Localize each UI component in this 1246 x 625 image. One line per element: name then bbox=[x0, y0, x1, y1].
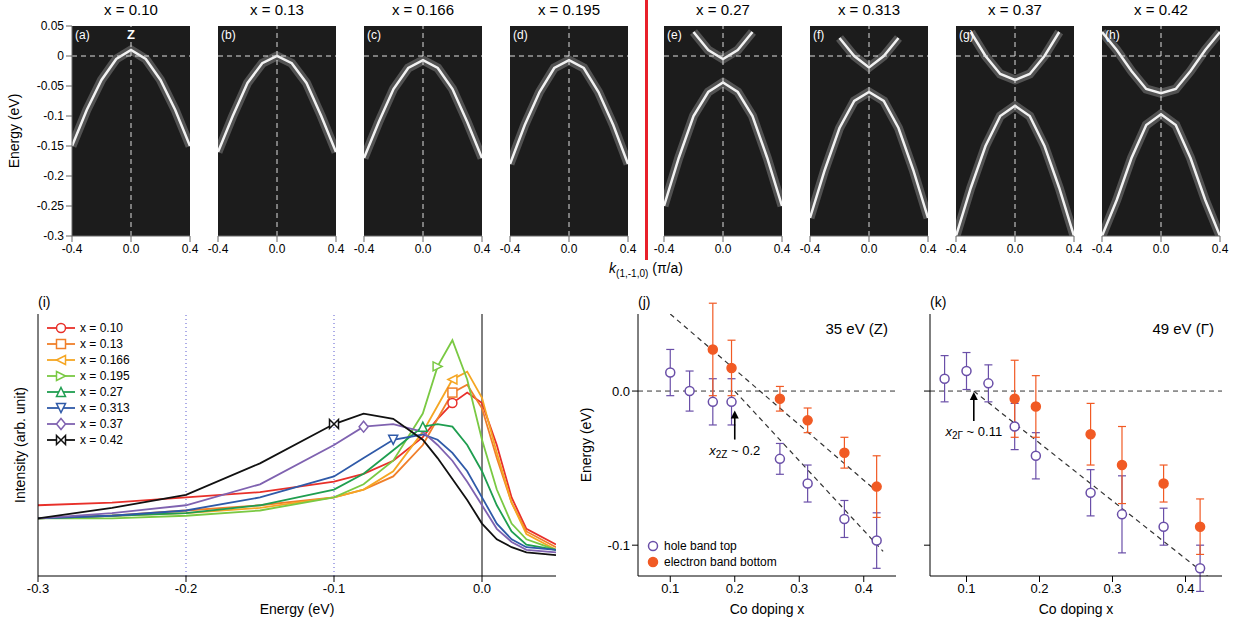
html-text:(i): (i) bbox=[38, 294, 51, 310]
svg-text:-0.1: -0.1 bbox=[608, 538, 630, 553]
html-text:x = 0.42: x = 0.42 bbox=[80, 433, 123, 447]
svg-text:-0.4: -0.4 bbox=[1092, 242, 1113, 256]
svg-text:0.0: 0.0 bbox=[123, 242, 140, 256]
svg-text:0.0: 0.0 bbox=[269, 242, 286, 256]
html-text:(e): (e) bbox=[667, 28, 682, 42]
svg-text:-0.1: -0.1 bbox=[323, 581, 345, 596]
html-text:x = 0.27: x = 0.27 bbox=[80, 385, 123, 399]
html-text:(j): (j) bbox=[638, 294, 651, 310]
html-text:x = 0.13: x = 0.13 bbox=[80, 337, 123, 351]
html-text:x = 0.10: x = 0.10 bbox=[80, 321, 123, 335]
svg-text:-0.15: -0.15 bbox=[37, 139, 65, 153]
svg-text:0.4: 0.4 bbox=[620, 242, 637, 256]
svg-text:0.4: 0.4 bbox=[774, 242, 791, 256]
html-text:Energy (eV): Energy (eV) bbox=[6, 93, 22, 169]
svg-text:-0.2: -0.2 bbox=[43, 169, 64, 183]
svg-text:0.1: 0.1 bbox=[661, 581, 679, 596]
svg-text:0.4: 0.4 bbox=[1176, 581, 1194, 596]
html-text:Intensity (arb. unit): Intensity (arb. unit) bbox=[12, 387, 28, 503]
html-text:x = 0.166: x = 0.166 bbox=[80, 353, 130, 367]
svg-text:0.4: 0.4 bbox=[855, 581, 873, 596]
svg-text:-0.4: -0.4 bbox=[208, 242, 229, 256]
svg-text:0.0: 0.0 bbox=[1007, 242, 1024, 256]
svg-text:0.4: 0.4 bbox=[920, 242, 937, 256]
svg-text:Z: Z bbox=[127, 27, 135, 42]
html-text:x = 0.27: x = 0.27 bbox=[696, 1, 750, 18]
html-text:(a): (a) bbox=[75, 28, 90, 42]
html-text:x = 0.166: x = 0.166 bbox=[391, 1, 455, 18]
html-text:hole band top: hole band top bbox=[664, 539, 737, 553]
svg-text:Energy (eV): Energy (eV) bbox=[260, 601, 335, 617]
svg-text:-0.05: -0.05 bbox=[37, 79, 65, 93]
svg-text:-0.4: -0.4 bbox=[500, 242, 521, 256]
svg-text:-0.1: -0.1 bbox=[43, 109, 64, 123]
svg-text:x2Γ ~ 0.11: x2Γ ~ 0.11 bbox=[944, 424, 1002, 441]
html-text:(b): (b) bbox=[221, 28, 236, 42]
html-text:49 eV (Γ): 49 eV (Γ) bbox=[1152, 320, 1214, 337]
html-text:(f): (f) bbox=[813, 28, 825, 42]
html-text:x = 0.13: x = 0.13 bbox=[250, 1, 304, 18]
html-text:x = 0.10: x = 0.10 bbox=[104, 1, 158, 18]
html-text:x = 0.313: x = 0.313 bbox=[80, 401, 130, 415]
svg-text:-0.4: -0.4 bbox=[800, 242, 821, 256]
svg-text:0.4: 0.4 bbox=[1212, 242, 1229, 256]
svg-text:0.0: 0.0 bbox=[1153, 242, 1170, 256]
svg-text:-0.4: -0.4 bbox=[946, 242, 967, 256]
svg-text:-0.25: -0.25 bbox=[37, 199, 65, 213]
html-text:x = 0.37: x = 0.37 bbox=[80, 417, 123, 431]
html-text:(c): (c) bbox=[367, 28, 381, 42]
svg-text:0.0: 0.0 bbox=[715, 242, 732, 256]
svg-text:0.0: 0.0 bbox=[861, 242, 878, 256]
svg-text:-0.4: -0.4 bbox=[62, 242, 83, 256]
html-text:x = 0.37: x = 0.37 bbox=[988, 1, 1042, 18]
html-text:x = 0.195: x = 0.195 bbox=[537, 1, 601, 18]
html-text:(g): (g) bbox=[959, 28, 974, 42]
svg-text:0.0: 0.0 bbox=[561, 242, 578, 256]
svg-text:0.4: 0.4 bbox=[1066, 242, 1083, 256]
svg-text:0.0: 0.0 bbox=[473, 581, 491, 596]
svg-text:0: 0 bbox=[57, 49, 64, 63]
svg-text:Co doping x: Co doping x bbox=[1039, 601, 1114, 617]
svg-text:-0.4: -0.4 bbox=[654, 242, 675, 256]
svg-text:0.3: 0.3 bbox=[1103, 581, 1121, 596]
svg-text:x2Z ~ 0.2: x2Z ~ 0.2 bbox=[708, 443, 760, 460]
html-text:(h): (h) bbox=[1105, 28, 1120, 42]
svg-text:0.3: 0.3 bbox=[790, 581, 808, 596]
html-text:(k): (k) bbox=[930, 294, 947, 310]
html-text:k(1,-1,0) (π/a): k(1,-1,0) (π/a) bbox=[609, 260, 683, 279]
svg-text:0.2: 0.2 bbox=[726, 581, 744, 596]
html-text:electron band bottom: electron band bottom bbox=[664, 555, 777, 569]
html-text:x = 0.313: x = 0.313 bbox=[837, 1, 901, 18]
svg-text:-0.3: -0.3 bbox=[43, 229, 64, 243]
html-text:x = 0.42: x = 0.42 bbox=[1134, 1, 1188, 18]
svg-text:0.05: 0.05 bbox=[41, 20, 65, 33]
svg-text:Co doping x: Co doping x bbox=[730, 601, 805, 617]
html-text:35 eV (Z): 35 eV (Z) bbox=[825, 320, 888, 337]
html-text:x = 0.195: x = 0.195 bbox=[80, 369, 130, 383]
html-text:(d): (d) bbox=[513, 28, 528, 42]
svg-text:0.1: 0.1 bbox=[957, 581, 975, 596]
svg-text:-0.2: -0.2 bbox=[175, 581, 197, 596]
svg-text:0.4: 0.4 bbox=[328, 242, 345, 256]
html-text:Energy (eV): Energy (eV) bbox=[578, 407, 594, 483]
svg-text:0.4: 0.4 bbox=[182, 242, 199, 256]
svg-text:0.2: 0.2 bbox=[1030, 581, 1048, 596]
svg-text:0.0: 0.0 bbox=[612, 384, 630, 399]
svg-text:-0.4: -0.4 bbox=[354, 242, 375, 256]
svg-text:-0.3: -0.3 bbox=[27, 581, 49, 596]
svg-text:0.0: 0.0 bbox=[415, 242, 432, 256]
svg-text:0.4: 0.4 bbox=[474, 242, 491, 256]
